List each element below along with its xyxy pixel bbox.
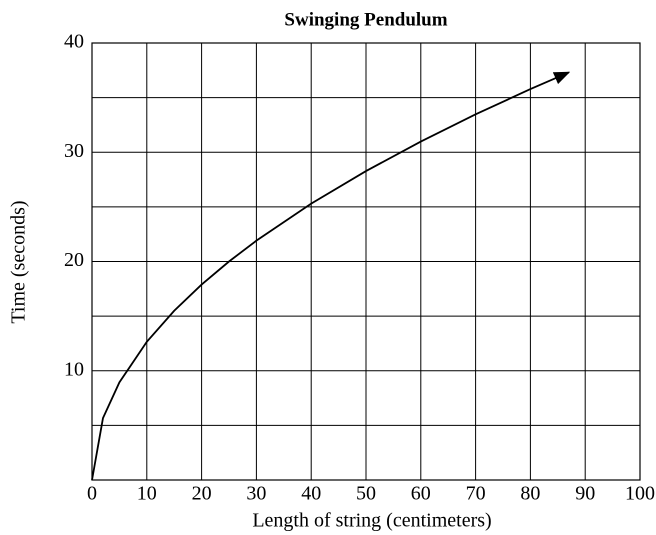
x-tick-label: 70: [466, 483, 486, 505]
y-axis-label: Time (seconds): [8, 200, 30, 323]
x-tick-label: 60: [411, 483, 431, 505]
x-tick-label: 80: [520, 483, 540, 505]
line-series: [91, 71, 571, 481]
y-tick-label: 10: [64, 358, 84, 380]
x-tick-label: 90: [575, 483, 595, 505]
y-tick-label: 40: [64, 31, 84, 53]
x-tick-label: 10: [137, 483, 157, 505]
y-tick-label: 20: [64, 249, 84, 271]
x-tick-label: 50: [356, 483, 376, 505]
x-tick-label: 40: [301, 483, 321, 505]
x-tick-label: 30: [246, 483, 266, 505]
y-tick-label: 30: [64, 140, 84, 162]
chart-title: Swinging Pendulum: [284, 9, 447, 30]
x-tick-label: 0: [87, 483, 97, 505]
x-axis-label: Length of string (centimeters): [252, 510, 491, 532]
x-tick-label: 20: [192, 483, 212, 505]
x-tick-label: 100: [625, 483, 655, 505]
